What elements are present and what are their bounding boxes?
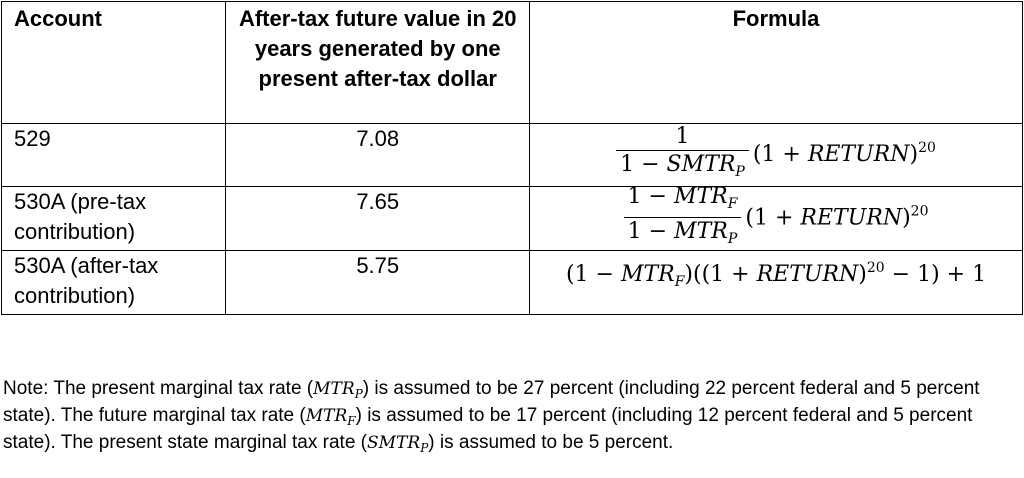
comparison-table: Account After-tax future value in 20 yea… <box>0 1 1023 315</box>
header-formula: Formula <box>529 1 1023 124</box>
account-cell: 530A (pre-tax contribution) <box>0 186 227 251</box>
header-value: After-tax future value in 20 years gener… <box>225 1 531 124</box>
account-cell: 530A (after-tax contribution) <box>0 250 227 315</box>
fraction: 1 1 − SMTRP <box>616 124 749 186</box>
fraction: 1 − MTRF 1 − MTRP <box>623 184 742 253</box>
value-cell: 5.75 <box>225 250 531 315</box>
value-cell: 7.08 <box>225 123 531 187</box>
header-account: Account <box>0 1 227 124</box>
table-row: 530A (pre-tax contribution) 7.65 1 − MTR… <box>0 184 1023 253</box>
formula-cell: 1 − MTRF 1 − MTRP (1 + RETURN)20 <box>529 184 1023 253</box>
table-row: 530A (after-tax contribution) 5.75 (1 − … <box>0 250 1023 315</box>
formula-cell: (1 − MTRF)((1 + RETURN)20 − 1) + 1 <box>529 250 1023 315</box>
table-row: 529 7.08 1 1 − SMTRP (1 + RETURN)20 <box>0 123 1023 187</box>
formula-cell: 1 1 − SMTRP (1 + RETURN)20 <box>529 123 1023 187</box>
formula-530a-aftertax: (1 − MTRF)((1 + RETURN)20 − 1) + 1 <box>565 260 987 290</box>
formula-529: 1 1 − SMTRP (1 + RETURN)20 <box>616 124 936 186</box>
footnote: Note: The present marginal tax rate (MTR… <box>3 378 980 455</box>
header-row: Account After-tax future value in 20 yea… <box>0 1 1023 124</box>
account-cell: 529 <box>0 123 227 187</box>
formula-530a-pretax: 1 − MTRF 1 − MTRP (1 + RETURN)20 <box>623 184 929 253</box>
value-cell: 7.65 <box>225 186 531 251</box>
